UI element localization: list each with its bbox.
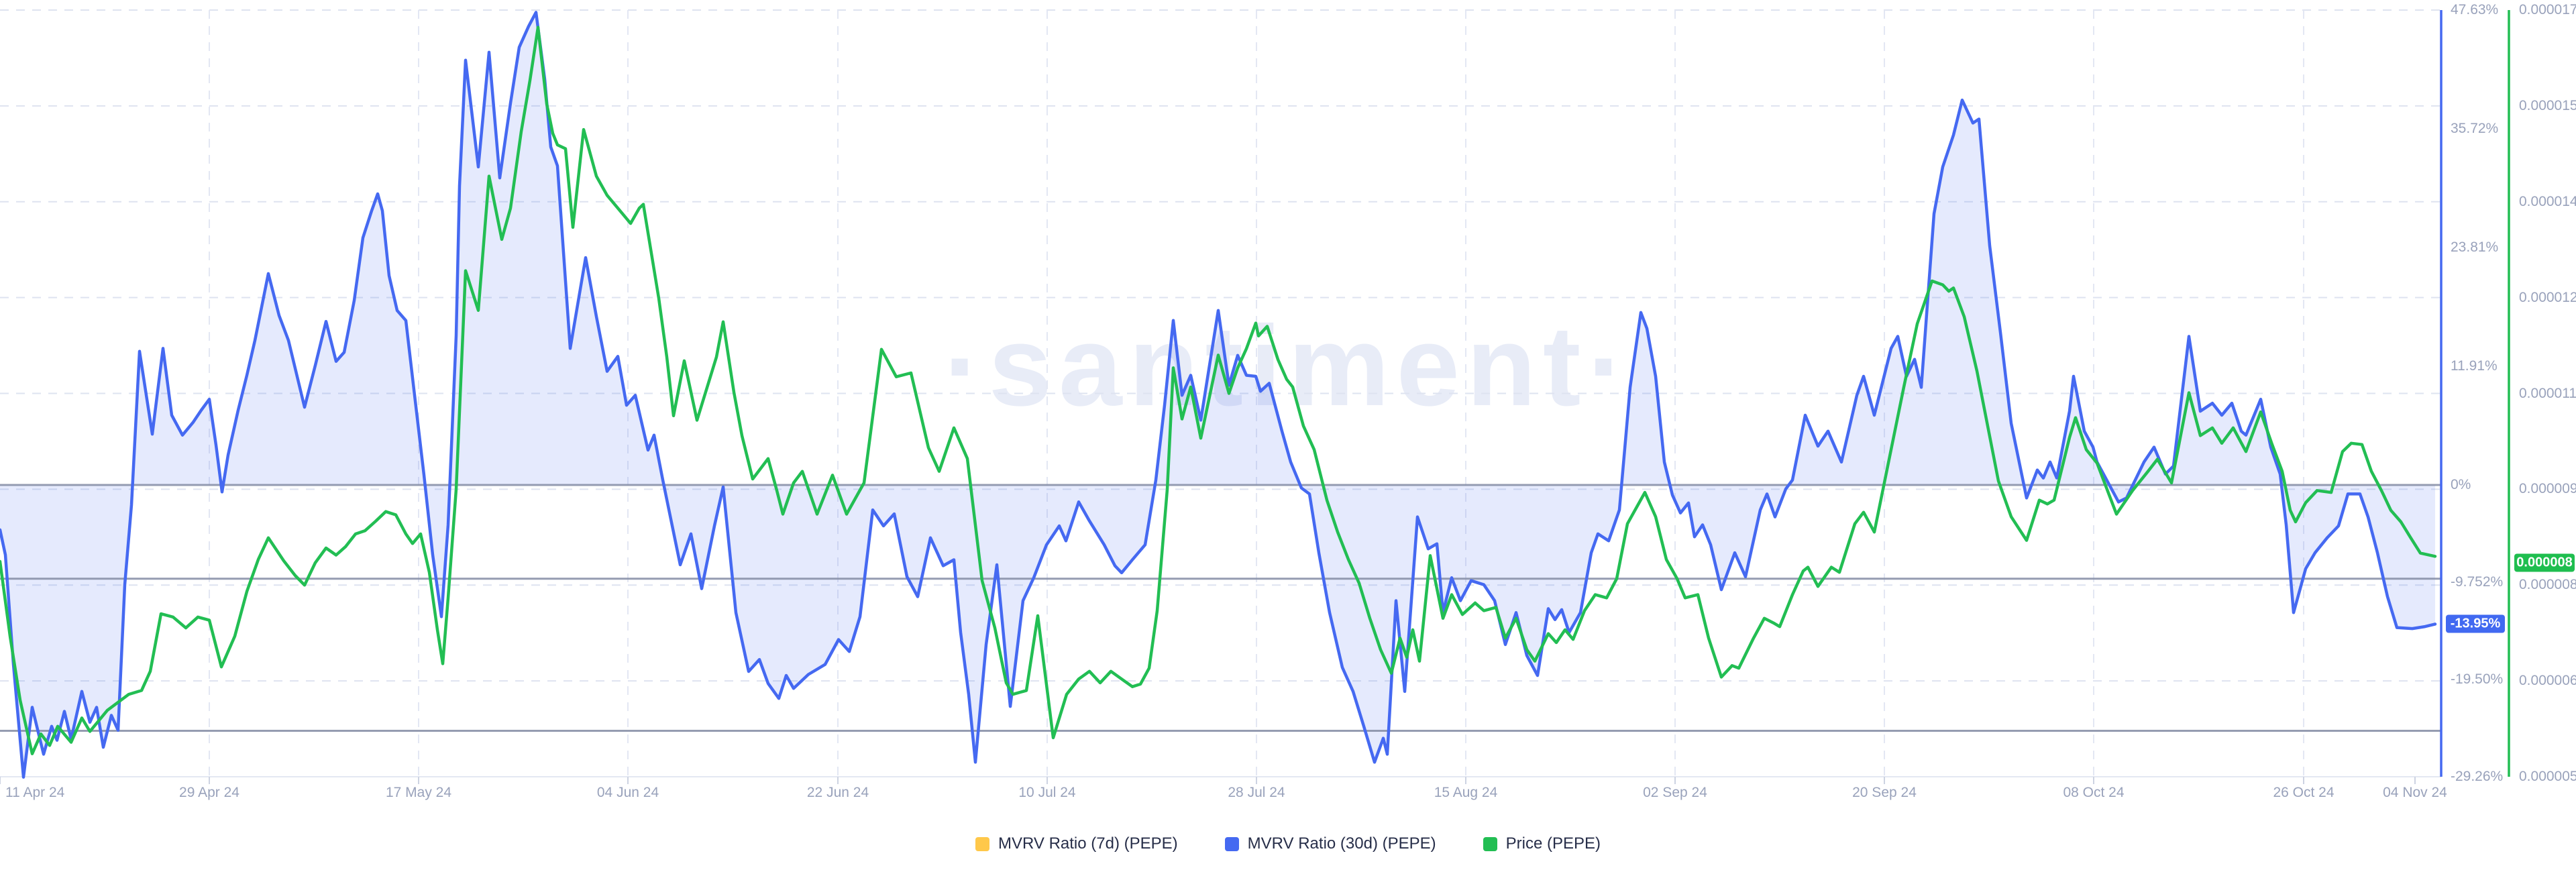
legend-item-mvrv-30d[interactable]: MVRV Ratio (30d) (PEPE) xyxy=(1224,834,1436,853)
legend-item-price[interactable]: Price (PEPE) xyxy=(1483,834,1601,853)
chart-legend: MVRV Ratio (7d) (PEPE) MVRV Ratio (30d) … xyxy=(0,834,2576,853)
legend-label-price: Price (PEPE) xyxy=(1505,834,1601,853)
price-line xyxy=(0,25,2437,755)
santiment-watermark: ·santiment· xyxy=(943,303,1633,430)
price-swatch-icon xyxy=(1483,836,1497,851)
mvrv-30d-area xyxy=(0,12,2435,777)
mvrv-30d-line xyxy=(0,11,2437,779)
legend-label-mvrv-30d: MVRV Ratio (30d) (PEPE) xyxy=(1247,834,1436,853)
legend-label-mvrv-7d: MVRV Ratio (7d) (PEPE) xyxy=(998,834,1178,853)
mvrv-30d-swatch-icon xyxy=(1224,836,1239,851)
legend-item-mvrv-7d[interactable]: MVRV Ratio (7d) (PEPE) xyxy=(975,834,1178,853)
mvrv-7d-swatch-icon xyxy=(975,836,989,851)
